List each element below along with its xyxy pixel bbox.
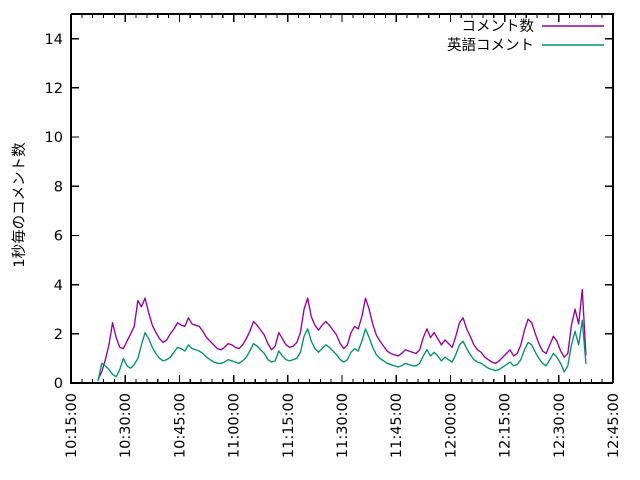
x-tick-label: 12:15:00 — [498, 393, 514, 458]
x-tick-label: 11:00:00 — [227, 393, 243, 458]
y-tick-label: 6 — [54, 229, 63, 245]
axis-frame-left-bottom — [70, 14, 613, 384]
y-axis-tick-labels: 0 2 4 6 8 10 12 14 — [45, 32, 63, 392]
series-line-2 — [97, 319, 587, 382]
y-axis-title: 1秒毎のコメント数 — [11, 142, 28, 268]
y-tick-label: 2 — [54, 327, 63, 343]
data-series-group — [97, 288, 587, 382]
y-tick-label: 14 — [45, 32, 63, 48]
x-tick-label: 10:30:00 — [118, 393, 134, 458]
x-tick-label: 12:45:00 — [606, 393, 622, 458]
x-tick-label: 10:15:00 — [64, 393, 80, 458]
y-tick-label: 8 — [54, 179, 63, 195]
x-tick-label: 12:00:00 — [443, 393, 459, 458]
x-tick-label: 11:45:00 — [389, 393, 405, 458]
series-line-1 — [97, 288, 587, 380]
legend-label-1: コメント数 — [462, 18, 535, 35]
x-tick-label: 11:15:00 — [281, 393, 297, 458]
axis-frame-top-right — [71, 13, 614, 383]
y-tick-label: 12 — [45, 81, 63, 97]
y-tick-label: 4 — [54, 278, 63, 294]
legend-label-2: 英語コメント — [447, 36, 534, 54]
plot-background — [71, 14, 613, 383]
y-tick-label: 10 — [45, 130, 63, 146]
x-tick-label: 11:30:00 — [335, 393, 351, 458]
y-axis-tick-marks — [71, 37, 613, 384]
x-axis-tick-labels: 10:15:00 10:30:00 10:45:00 11:00:00 11:15:00… — [64, 393, 622, 458]
x-tick-label: 10:45:00 — [172, 393, 188, 458]
y-tick-label: 0 — [54, 376, 63, 392]
x-tick-label: 12:30:00 — [552, 393, 568, 458]
